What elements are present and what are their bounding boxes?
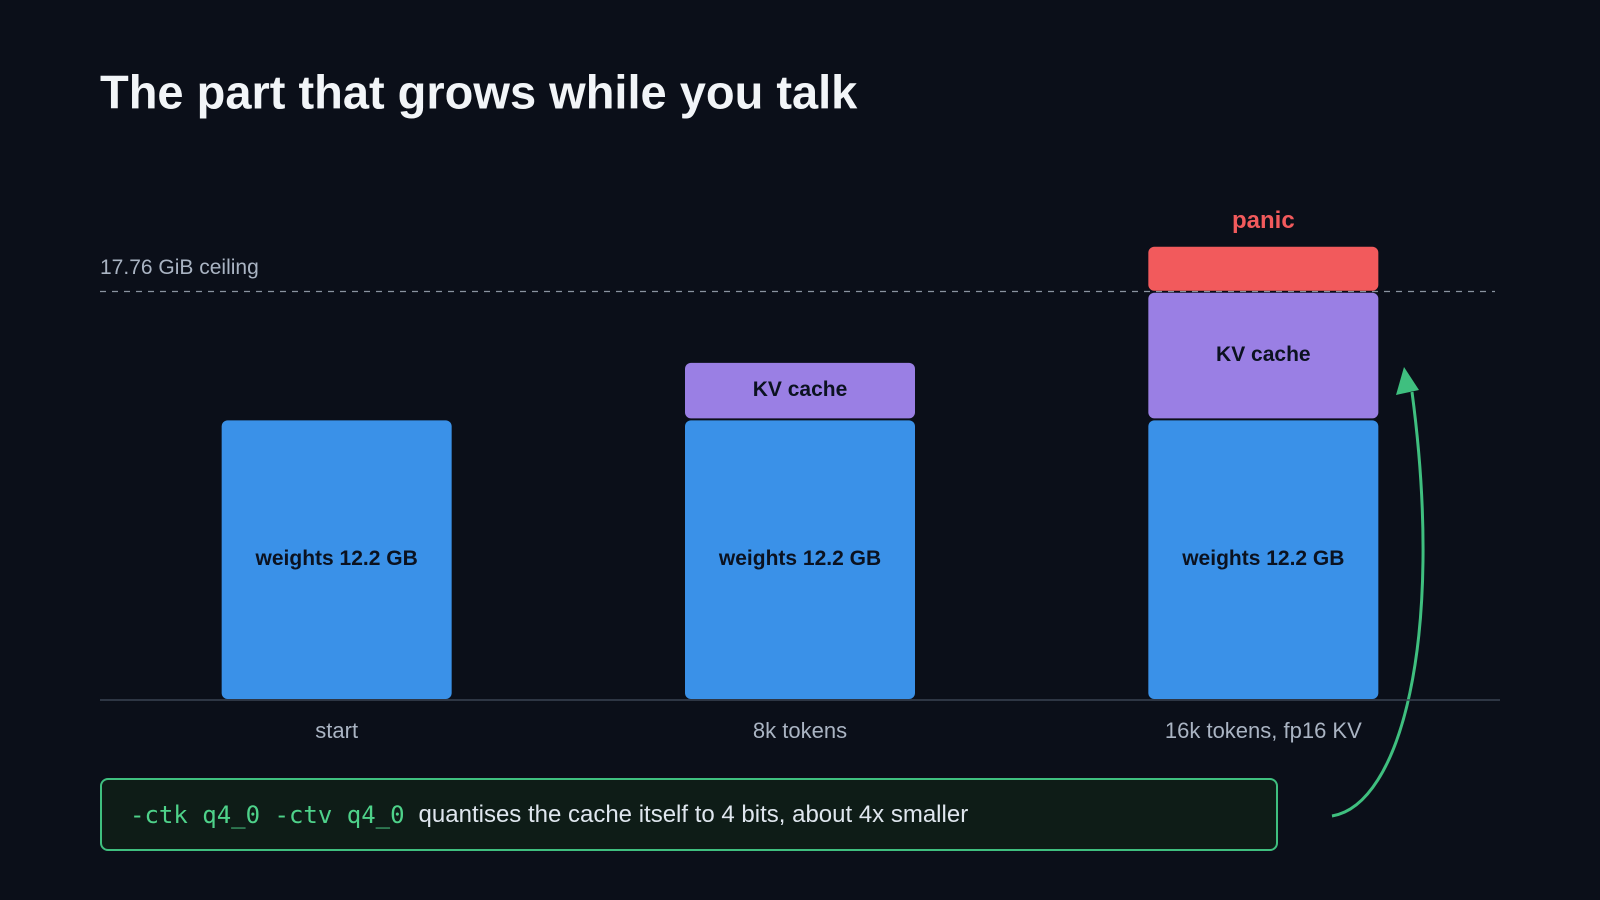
data-label: weights 12.2 GB xyxy=(1181,547,1344,570)
bar-segment xyxy=(685,420,915,699)
x-tick-label: start xyxy=(315,718,358,743)
x-tick-label: 8k tokens xyxy=(753,718,847,743)
callout-code: -ctk q4_0 -ctv q4_0 xyxy=(130,800,405,829)
callout-text: quantises the cache itself to 4 bits, ab… xyxy=(418,800,969,828)
data-label: weights 12.2 GB xyxy=(718,547,881,570)
chart-title: The part that grows while you talk xyxy=(100,65,858,118)
bar-segment xyxy=(221,420,452,699)
x-tick-label: 16k tokens, fp16 KV xyxy=(1165,718,1362,743)
bar-segment xyxy=(1148,420,1379,699)
data-label: KV cache xyxy=(753,378,848,401)
arrow-head xyxy=(1396,367,1419,395)
segment-label: panic xyxy=(1232,207,1295,234)
data-label: KV cache xyxy=(1216,343,1311,366)
arrow xyxy=(1331,391,1425,818)
bar-segment xyxy=(1148,292,1379,419)
bar-segment xyxy=(685,362,915,419)
ceiling-label: 17.76 GiB ceiling xyxy=(100,256,259,279)
bar-segment xyxy=(1148,246,1379,291)
data-label: weights 12.2 GB xyxy=(255,547,418,570)
callout: -ctk q4_0 -ctv q4_0 quantises the cache … xyxy=(100,778,1278,851)
